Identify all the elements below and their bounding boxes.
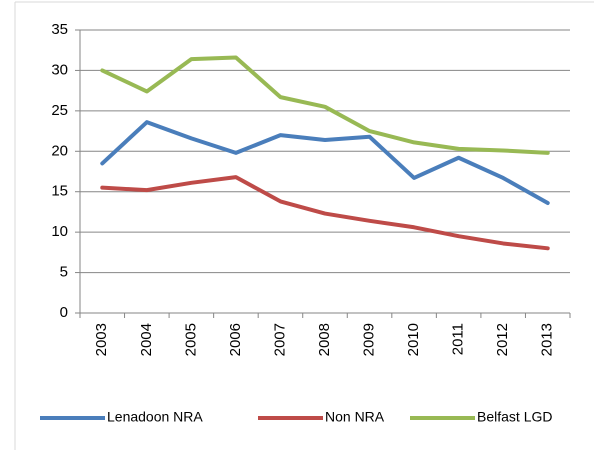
- x-tick-label: 2012: [494, 323, 511, 356]
- legend-label: Lenadoon NRA: [107, 409, 203, 425]
- x-tick-label: 2009: [361, 323, 378, 356]
- y-tick-label: 5: [60, 264, 68, 281]
- data-line: [100, 120, 550, 206]
- x-tick-label: 2007: [271, 323, 288, 356]
- data-line: [100, 55, 550, 155]
- legend-label: Non NRA: [325, 409, 385, 425]
- y-tick-label: 25: [51, 102, 68, 119]
- y-tick-label: 35: [51, 21, 68, 38]
- x-tick-label: 2010: [405, 323, 422, 356]
- data-line: [100, 175, 550, 251]
- x-tick-label: 2004: [138, 323, 155, 356]
- y-tick-label: 30: [51, 61, 68, 78]
- y-tick-label: 20: [51, 142, 68, 159]
- x-tick-label: 2006: [227, 323, 244, 356]
- x-tick-label: 2013: [539, 323, 556, 356]
- x-tick-label: 2003: [93, 323, 110, 356]
- y-tick-label: 0: [60, 304, 68, 321]
- x-tick-label: 2011: [450, 323, 467, 355]
- legend-label: Belfast LGD: [477, 409, 552, 425]
- y-tick-label: 15: [51, 183, 68, 200]
- x-tick-label: 2005: [182, 323, 199, 356]
- y-tick-label: 10: [51, 223, 68, 240]
- x-tick-label: 2008: [316, 323, 333, 356]
